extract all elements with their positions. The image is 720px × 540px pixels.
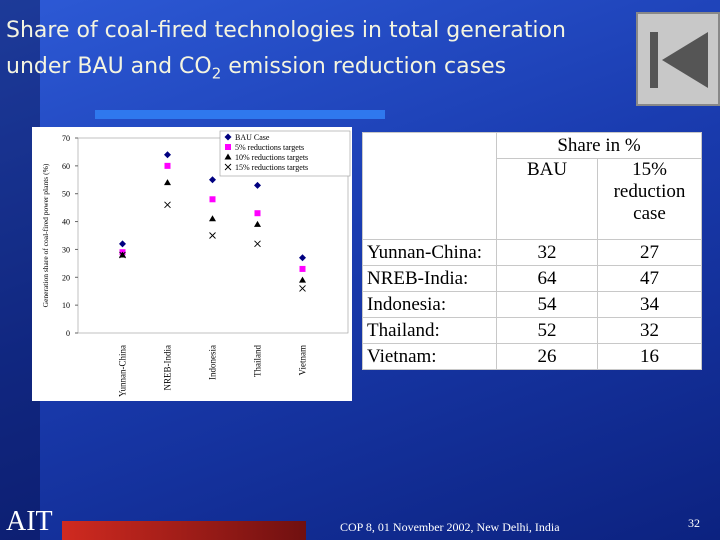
title-subscript: 2	[211, 64, 222, 83]
data-table: Share in % BAU 15% reduction case Yunnan-…	[362, 132, 702, 370]
y-tick-label: 0	[66, 329, 70, 338]
point	[299, 265, 306, 272]
column-header: 15% reduction case	[597, 158, 702, 240]
footer-bar	[62, 521, 306, 540]
y-tick-label: 50	[62, 190, 70, 199]
x-tick-label: Yunnan-China	[118, 345, 128, 397]
legend-marker	[224, 133, 232, 141]
table-cell: 26	[496, 343, 598, 370]
row-label: Indonesia:	[362, 291, 497, 318]
table-cell: 32	[496, 239, 598, 266]
point	[254, 240, 261, 248]
point	[254, 220, 261, 227]
legend-marker	[225, 144, 231, 150]
accent-bar	[95, 110, 385, 119]
point	[209, 215, 216, 222]
point	[254, 181, 261, 189]
y-tick-label: 40	[62, 218, 70, 227]
y-tick-label: 30	[62, 245, 70, 254]
legend-label: 15% reductions targets	[235, 163, 308, 172]
y-tick-label: 70	[62, 134, 70, 143]
point	[119, 240, 126, 248]
x-tick-label: Vietnam	[298, 345, 308, 375]
group-header: Share in %	[496, 132, 702, 159]
row-label: Vietnam:	[362, 343, 497, 370]
page-number: 32	[688, 516, 700, 530]
table-corner	[362, 132, 497, 240]
footer-logo: AIT	[6, 506, 53, 537]
column-header: BAU	[496, 158, 598, 240]
point	[209, 176, 216, 184]
back-icon	[650, 32, 708, 88]
legend-marker	[224, 163, 232, 171]
row-label: Yunnan-China:	[362, 239, 497, 266]
point	[209, 196, 216, 203]
legend-label: 5% reductions targets	[235, 143, 304, 152]
y-tick-label: 20	[62, 273, 70, 282]
point	[164, 151, 171, 159]
title-line: Share of coal-fired technologies in tota…	[6, 18, 566, 43]
table-cell: 27	[597, 239, 702, 266]
legend-label: BAU Case	[235, 133, 270, 142]
y-tick-label: 10	[62, 301, 70, 310]
title-line: under BAU and CO2 emission reduction cas…	[6, 54, 506, 82]
point	[164, 201, 171, 209]
y-axis-label: Generation share of coal-fired power pla…	[41, 163, 50, 307]
table-cell: 34	[597, 291, 702, 318]
row-label: Thailand:	[362, 317, 497, 344]
x-tick-label: NREB-India	[163, 345, 173, 391]
table-cell: 32	[597, 317, 702, 344]
chart: 0 10 20 30 40 50 60 70 Generation share of coal-…	[32, 127, 352, 401]
icon-arrow	[662, 32, 708, 88]
y-tick-label: 60	[62, 162, 70, 171]
point	[164, 162, 171, 169]
legend-marker	[224, 153, 232, 160]
point	[119, 251, 126, 259]
title-text: emission reduction cases	[228, 54, 507, 79]
footer-event: COP 8, 01 November 2002, New Delhi, Indi…	[340, 520, 560, 534]
point	[299, 254, 306, 262]
row-label: NREB-India:	[362, 265, 497, 292]
point	[299, 285, 306, 292]
point	[299, 276, 306, 283]
icon-bar	[650, 32, 658, 88]
table-cell: 54	[496, 291, 598, 318]
x-tick-label: Thailand	[253, 345, 263, 377]
point	[164, 179, 171, 186]
back-button[interactable]	[636, 12, 720, 106]
point	[209, 232, 216, 239]
point	[254, 210, 261, 217]
table-cell: 16	[597, 343, 702, 370]
table-cell: 52	[496, 317, 598, 344]
title-text: under BAU and CO	[6, 54, 212, 79]
table-cell: 47	[597, 265, 702, 292]
x-tick-label: Indonesia	[208, 345, 218, 380]
legend-box	[219, 130, 351, 177]
plot-frame	[77, 137, 349, 334]
table-cell: 64	[496, 265, 598, 292]
legend-label: 10% reductions targets	[235, 153, 308, 162]
